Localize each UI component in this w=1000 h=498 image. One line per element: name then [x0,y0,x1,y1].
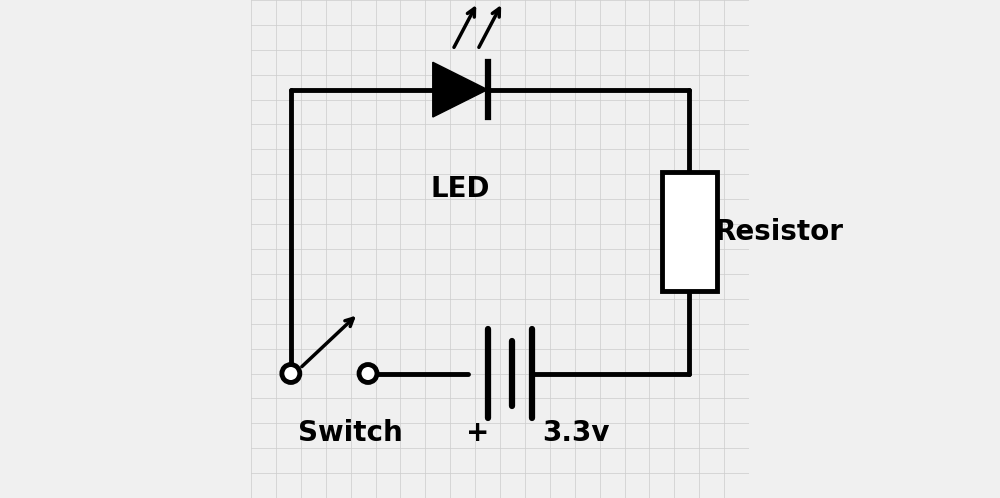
Polygon shape [433,62,488,117]
Text: Resistor: Resistor [714,218,843,246]
Circle shape [282,365,300,382]
Bar [662,172,717,291]
Text: LED: LED [430,175,490,203]
Text: +: + [466,419,489,447]
Circle shape [359,365,377,382]
Text: 3.3v: 3.3v [542,419,610,447]
Text: Switch: Switch [298,419,403,447]
